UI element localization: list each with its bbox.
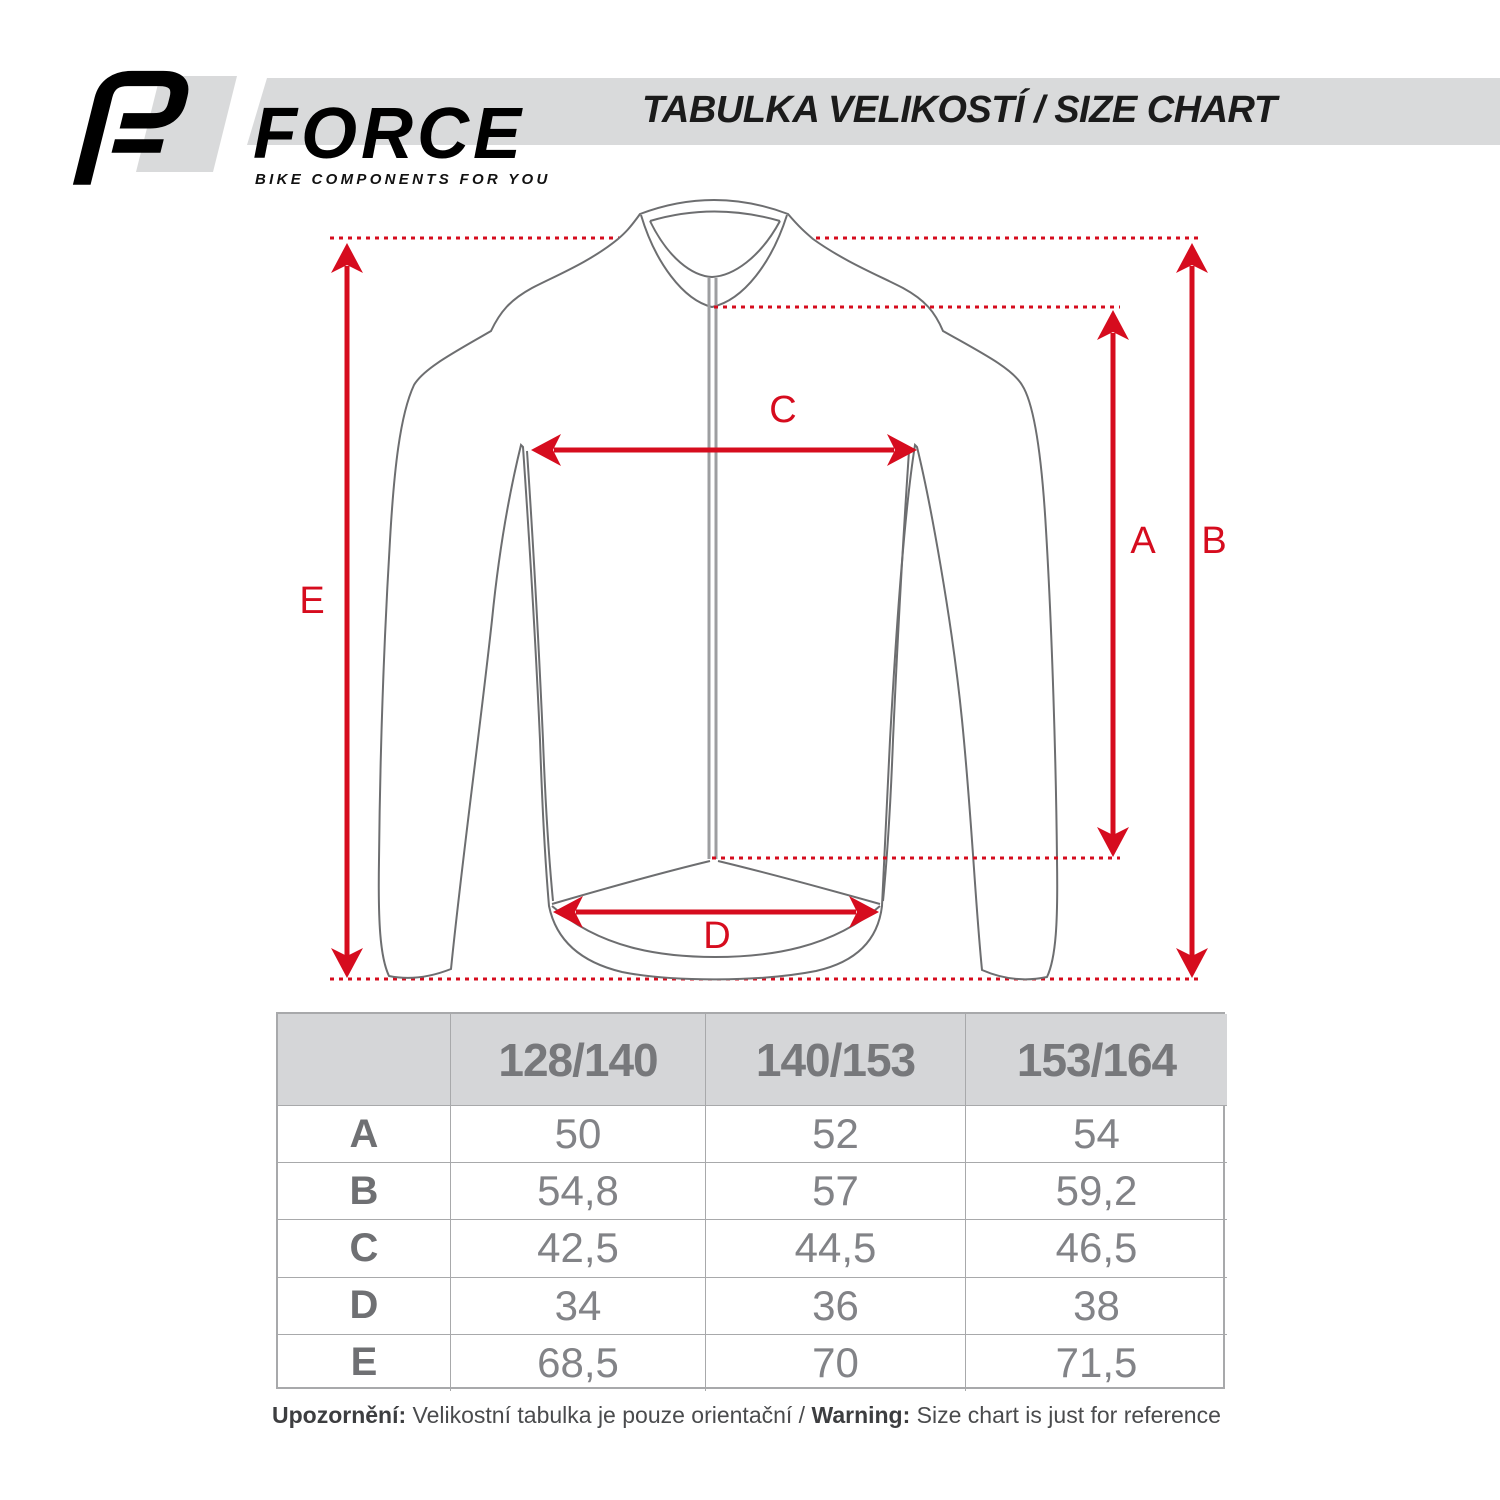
size-table-cell: 71,5 bbox=[965, 1333, 1227, 1391]
size-table-cell: 54,8 bbox=[450, 1162, 705, 1220]
size-table-cell: 46,5 bbox=[965, 1219, 1227, 1277]
arrow-e-head-bottom bbox=[331, 948, 363, 978]
force-logo: FORCE BIKE COMPONENTS FOR YOU bbox=[72, 70, 551, 188]
dim-label-c: C bbox=[769, 389, 796, 431]
dim-label-a: A bbox=[1130, 520, 1156, 562]
arrow-a-head-bottom bbox=[1097, 827, 1129, 857]
collar-neck-opening bbox=[649, 220, 781, 279]
size-table: 128/140 140/153 153/164 A 50 52 54 B 54,… bbox=[276, 1012, 1227, 1391]
arrow-e-head-top bbox=[331, 243, 363, 273]
size-table-cell: 57 bbox=[705, 1162, 965, 1220]
size-table-cell: 50 bbox=[450, 1105, 705, 1163]
size-table-cell: 34 bbox=[450, 1276, 705, 1334]
size-table-cell: 70 bbox=[705, 1333, 965, 1391]
size-table-corner-cell bbox=[278, 1014, 450, 1105]
size-table-cell: 44,5 bbox=[705, 1219, 965, 1277]
note-label-cs: Upozornění: bbox=[272, 1402, 407, 1428]
size-table-cell: 68,5 bbox=[450, 1333, 705, 1391]
hem-top-right-edge bbox=[717, 860, 881, 905]
arrow-c-head-right bbox=[887, 434, 917, 466]
size-table-row-label: C bbox=[278, 1219, 450, 1276]
size-table-row-label: B bbox=[278, 1162, 450, 1219]
logo-wordmark: FORCE bbox=[253, 94, 525, 174]
dim-label-e: E bbox=[299, 580, 324, 622]
hem-inner-curve bbox=[551, 905, 881, 959]
size-table-row-label: E bbox=[278, 1333, 450, 1391]
size-table-row-label: D bbox=[278, 1276, 450, 1334]
note-text-cs: Velikostní tabulka je pouze orientační / bbox=[406, 1402, 812, 1428]
arrow-d-head-left bbox=[553, 896, 583, 928]
reference-note: Upozornění: Velikostní tabulka je pouze … bbox=[272, 1402, 1221, 1429]
size-table-cell: 52 bbox=[705, 1105, 965, 1163]
note-text-en: Size chart is just for reference bbox=[910, 1402, 1221, 1428]
jersey-measurement-diagram: E B A C D bbox=[299, 199, 1227, 981]
arrow-c-head-left bbox=[531, 434, 561, 466]
jersey-outline bbox=[377, 199, 1059, 981]
force-f-emblem bbox=[72, 70, 189, 185]
dim-label-b: B bbox=[1201, 520, 1226, 562]
hem-top-left-edge bbox=[551, 860, 711, 905]
arrow-d-head-right bbox=[849, 896, 879, 928]
size-table-cell: 42,5 bbox=[450, 1219, 705, 1277]
arrow-a-head-top bbox=[1097, 310, 1129, 340]
page-title: TABULKA VELIKOSTÍ / SIZE CHART bbox=[642, 88, 1277, 131]
size-table-col-header: 128/140 bbox=[450, 1014, 705, 1105]
size-table-cell: 59,2 bbox=[965, 1162, 1227, 1220]
logo-tagline: BIKE COMPONENTS FOR YOU bbox=[255, 171, 551, 188]
note-label-en: Warning: bbox=[811, 1402, 911, 1428]
size-table-row-label: A bbox=[278, 1105, 450, 1162]
dim-label-d: D bbox=[703, 915, 730, 957]
size-table-cell: 38 bbox=[965, 1276, 1227, 1334]
size-table-cell: 54 bbox=[965, 1105, 1227, 1163]
left-side-seam bbox=[526, 450, 554, 902]
arrow-b-head-top bbox=[1176, 243, 1208, 273]
collar-inner-arc bbox=[649, 210, 781, 222]
size-table-col-header: 153/164 bbox=[965, 1014, 1227, 1105]
size-table-cell: 36 bbox=[705, 1276, 965, 1334]
collar-front-seam bbox=[640, 214, 788, 309]
size-table-col-header: 140/153 bbox=[705, 1014, 965, 1105]
title-band: TABULKA VELIKOSTÍ / SIZE CHART bbox=[247, 78, 1500, 145]
arrow-b-head-bottom bbox=[1176, 948, 1208, 978]
